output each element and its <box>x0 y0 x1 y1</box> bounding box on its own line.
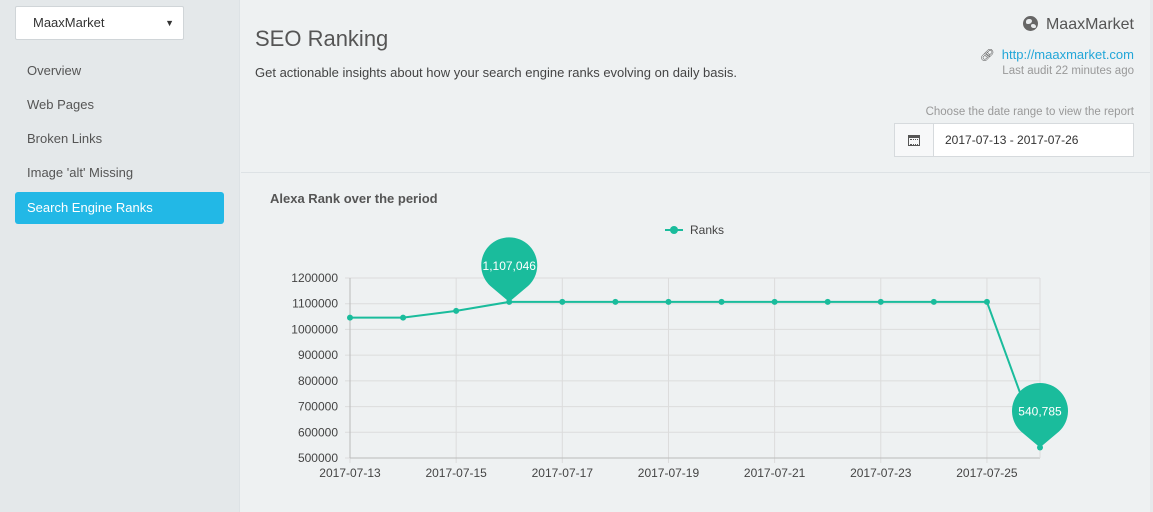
x-tick-label: 2017-07-17 <box>532 466 594 480</box>
calendar-button[interactable] <box>895 124 934 156</box>
sidebar-item-image-alt-missing[interactable]: Image 'alt' Missing <box>27 165 134 180</box>
y-tick-label: 800000 <box>298 374 338 388</box>
sidebar-item-search-engine-ranks[interactable]: Search Engine Ranks <box>15 192 224 224</box>
data-point <box>877 298 884 305</box>
globe-icon <box>1022 16 1038 31</box>
legend-label: Ranks <box>690 223 724 237</box>
site-url-row: 🔗︎ http://maaxmarket.com <box>980 46 1134 64</box>
alexa-rank-chart: 1200000 1100000 1000000 900000 800000 700000 6… <box>291 223 1068 480</box>
data-point <box>665 298 672 305</box>
x-tick-label: 2017-07-23 <box>850 466 912 480</box>
date-range-picker[interactable]: 2017-07-13 - 2017-07-26 <box>894 123 1134 157</box>
sidebar: MaaxMarket ▼ Overview Web Pages Broken L… <box>0 0 240 512</box>
site-url-link[interactable]: http://maaxmarket.com <box>1001 47 1134 62</box>
data-point <box>453 307 460 314</box>
x-tick-label: 2017-07-25 <box>956 466 1018 480</box>
x-tick-label: 2017-07-21 <box>744 466 806 480</box>
y-tick-label: 1100000 <box>292 297 338 311</box>
data-point <box>983 298 990 305</box>
sidebar-nav: Overview Web Pages Broken Links Image 'a… <box>15 55 224 224</box>
sidebar-item-broken-links[interactable]: Broken Links <box>27 131 103 146</box>
data-point <box>718 298 725 305</box>
caret-down-icon[interactable]: ▼ <box>165 18 174 28</box>
legend-marker <box>670 226 678 234</box>
chart-title: Alexa Rank over the period <box>270 191 438 206</box>
chart-section: Alexa Rank over the period 1200000 110000… <box>241 174 1153 512</box>
y-tick-label: 1200000 <box>291 271 338 285</box>
scrollbar[interactable] <box>1150 0 1153 512</box>
y-tick-label: 500000 <box>298 451 338 465</box>
site-name: MaaxMarket <box>1045 16 1134 33</box>
data-point <box>771 298 778 305</box>
series-line-ranks <box>350 300 1041 448</box>
y-tick-label: 600000 <box>298 425 338 439</box>
y-tick-label: 1000000 <box>291 322 338 336</box>
data-point <box>559 298 566 305</box>
link-icon: 🔗︎ <box>979 48 996 62</box>
sidebar-item-web-pages[interactable]: Web Pages <box>27 97 94 112</box>
y-tick-label: 700000 <box>298 400 338 414</box>
page-subtitle: Get actionable insights about how your s… <box>255 65 738 80</box>
data-point <box>612 298 619 305</box>
page-title: SEO Ranking <box>255 26 389 51</box>
site-name-row: MaaxMarket <box>980 14 1134 36</box>
calendar-icon <box>908 134 920 146</box>
site-select-value: MaaxMarket <box>33 15 105 30</box>
site-select[interactable]: MaaxMarket ▼ <box>15 6 184 40</box>
annotation-label: 540,785 <box>1018 405 1062 419</box>
annotation-pin <box>1011 382 1068 448</box>
x-tick-label: 2017-07-13 <box>319 466 381 480</box>
data-point <box>930 298 937 305</box>
main-content: SEO Ranking Get actionable insights abou… <box>241 0 1153 512</box>
data-point <box>400 314 407 321</box>
annotation-pin <box>481 237 538 302</box>
page-header: SEO Ranking Get actionable insights abou… <box>241 0 1153 173</box>
site-info: MaaxMarket 🔗︎ http://maaxmarket.com Last … <box>980 14 1134 77</box>
x-tick-label: 2017-07-15 <box>425 466 487 480</box>
x-tick-label: 2017-07-19 <box>638 466 700 480</box>
annotation-label: 1,107,046 <box>483 259 537 273</box>
sidebar-item-overview[interactable]: Overview <box>27 63 82 78</box>
data-point <box>347 314 353 321</box>
data-point <box>824 298 831 305</box>
y-tick-label: 900000 <box>298 348 338 362</box>
date-range-input[interactable]: 2017-07-13 - 2017-07-26 <box>945 133 1079 147</box>
date-range-label: Choose the date range to view the report <box>925 106 1134 118</box>
last-audit: Last audit 22 minutes ago <box>1002 65 1134 77</box>
